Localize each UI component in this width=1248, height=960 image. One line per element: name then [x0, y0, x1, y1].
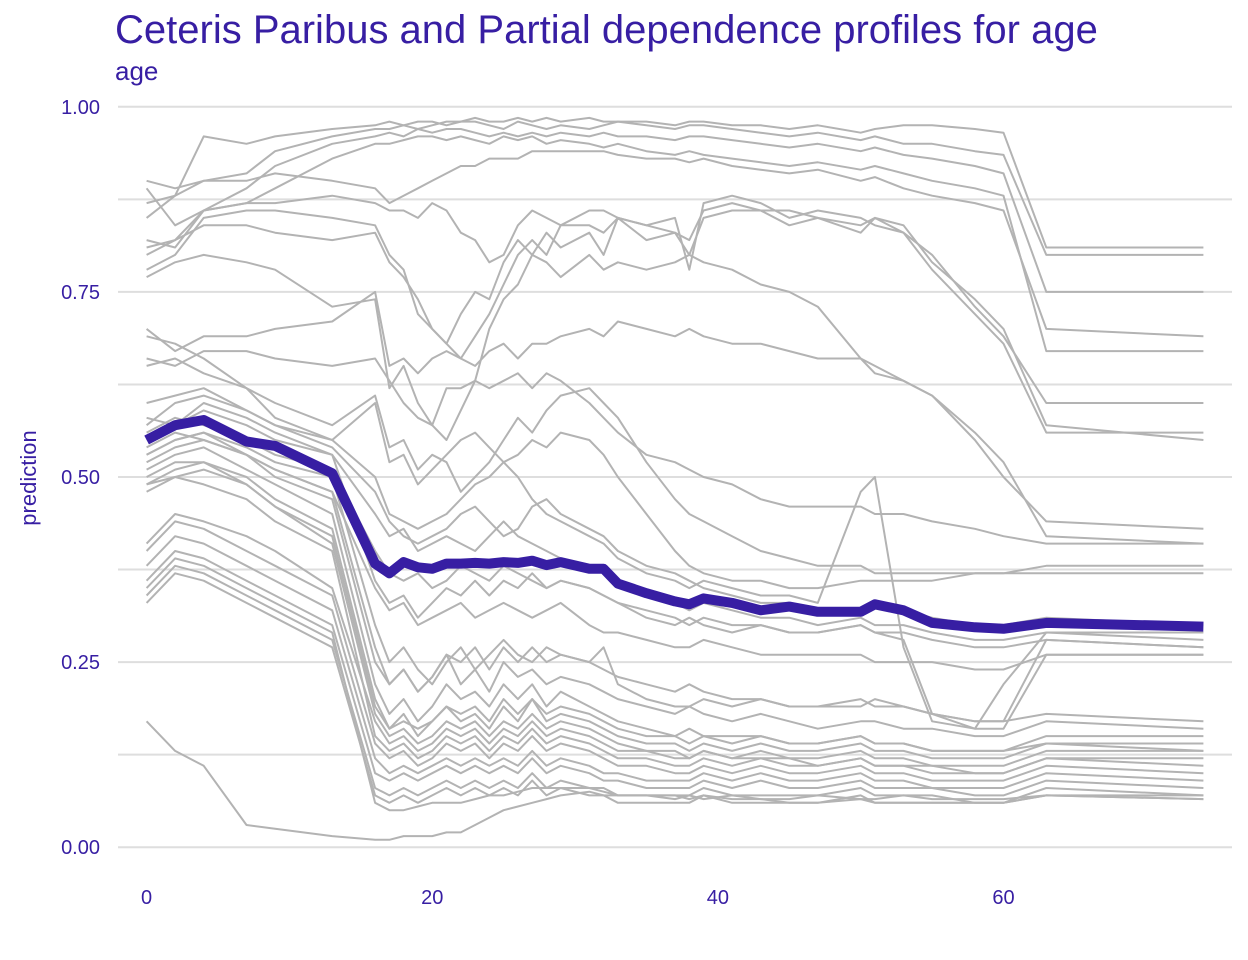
- cp-profile-line: [146, 253, 1204, 530]
- cp-profile-line: [146, 135, 1204, 353]
- cp-profile-line: [145, 550, 1204, 797]
- x-tick-label: 60: [992, 887, 1014, 909]
- cp-profile-line: [146, 431, 1204, 671]
- cp-profile-line: [146, 350, 1204, 545]
- y-axis-label: prediction: [16, 430, 41, 525]
- cp-profile-line: [146, 202, 1204, 441]
- y-tick-label: 0.25: [61, 652, 100, 674]
- cp-profile-line: [146, 194, 1204, 404]
- cp-profile-line: [146, 468, 1204, 767]
- y-tick-label: 0.75: [61, 282, 100, 304]
- cp-profile-line: [146, 150, 1204, 338]
- cp-profile-line: [146, 461, 1204, 752]
- ceteris-paribus-profiles: [145, 116, 1204, 841]
- cp-profile-line: [145, 128, 1204, 293]
- cp-profile-line: [146, 409, 1204, 730]
- cp-profile-line: [146, 431, 1204, 723]
- x-tick-label: 40: [707, 887, 729, 909]
- x-tick-label: 0: [141, 887, 152, 909]
- x-tick-label: 20: [421, 887, 443, 909]
- cp-profile-line: [146, 357, 1204, 575]
- cp-profile-line: [146, 120, 1204, 256]
- chart-title: Ceteris Paribus and Partial dependence p…: [115, 8, 1098, 52]
- cp-profile-line: [146, 439, 1204, 738]
- cp-profile-line: [145, 572, 1204, 804]
- cp-profile-line: [145, 116, 1204, 249]
- x-axis-ticks: 0 20 40 60: [141, 887, 1015, 909]
- y-tick-label: 0.50: [61, 467, 100, 489]
- y-axis-ticks: 0.00 0.25 0.50 0.75 1.00: [61, 97, 100, 859]
- cp-profile-line: [146, 335, 1204, 590]
- chart-subtitle: age: [115, 56, 159, 86]
- cp-profile-line: [145, 557, 1204, 812]
- cp-profile-line: [145, 513, 1204, 775]
- cp-profile-line: [145, 290, 1204, 545]
- cp-profile-line: [145, 564, 1204, 804]
- y-tick-label: 1.00: [61, 97, 100, 119]
- pdp-line: [144, 415, 1204, 634]
- cp-profile-line: [145, 535, 1204, 789]
- cp-profile-line: [145, 394, 1204, 730]
- y-tick-label: 0.00: [61, 837, 100, 859]
- cp-profile-line: [145, 520, 1204, 782]
- cp-profile-line: [145, 720, 1204, 841]
- cp-profile-line: [146, 431, 1204, 723]
- cp-profile-line: [146, 209, 1204, 434]
- partial-dependence-profile: [144, 415, 1204, 634]
- cp-profile-line: [146, 461, 1204, 760]
